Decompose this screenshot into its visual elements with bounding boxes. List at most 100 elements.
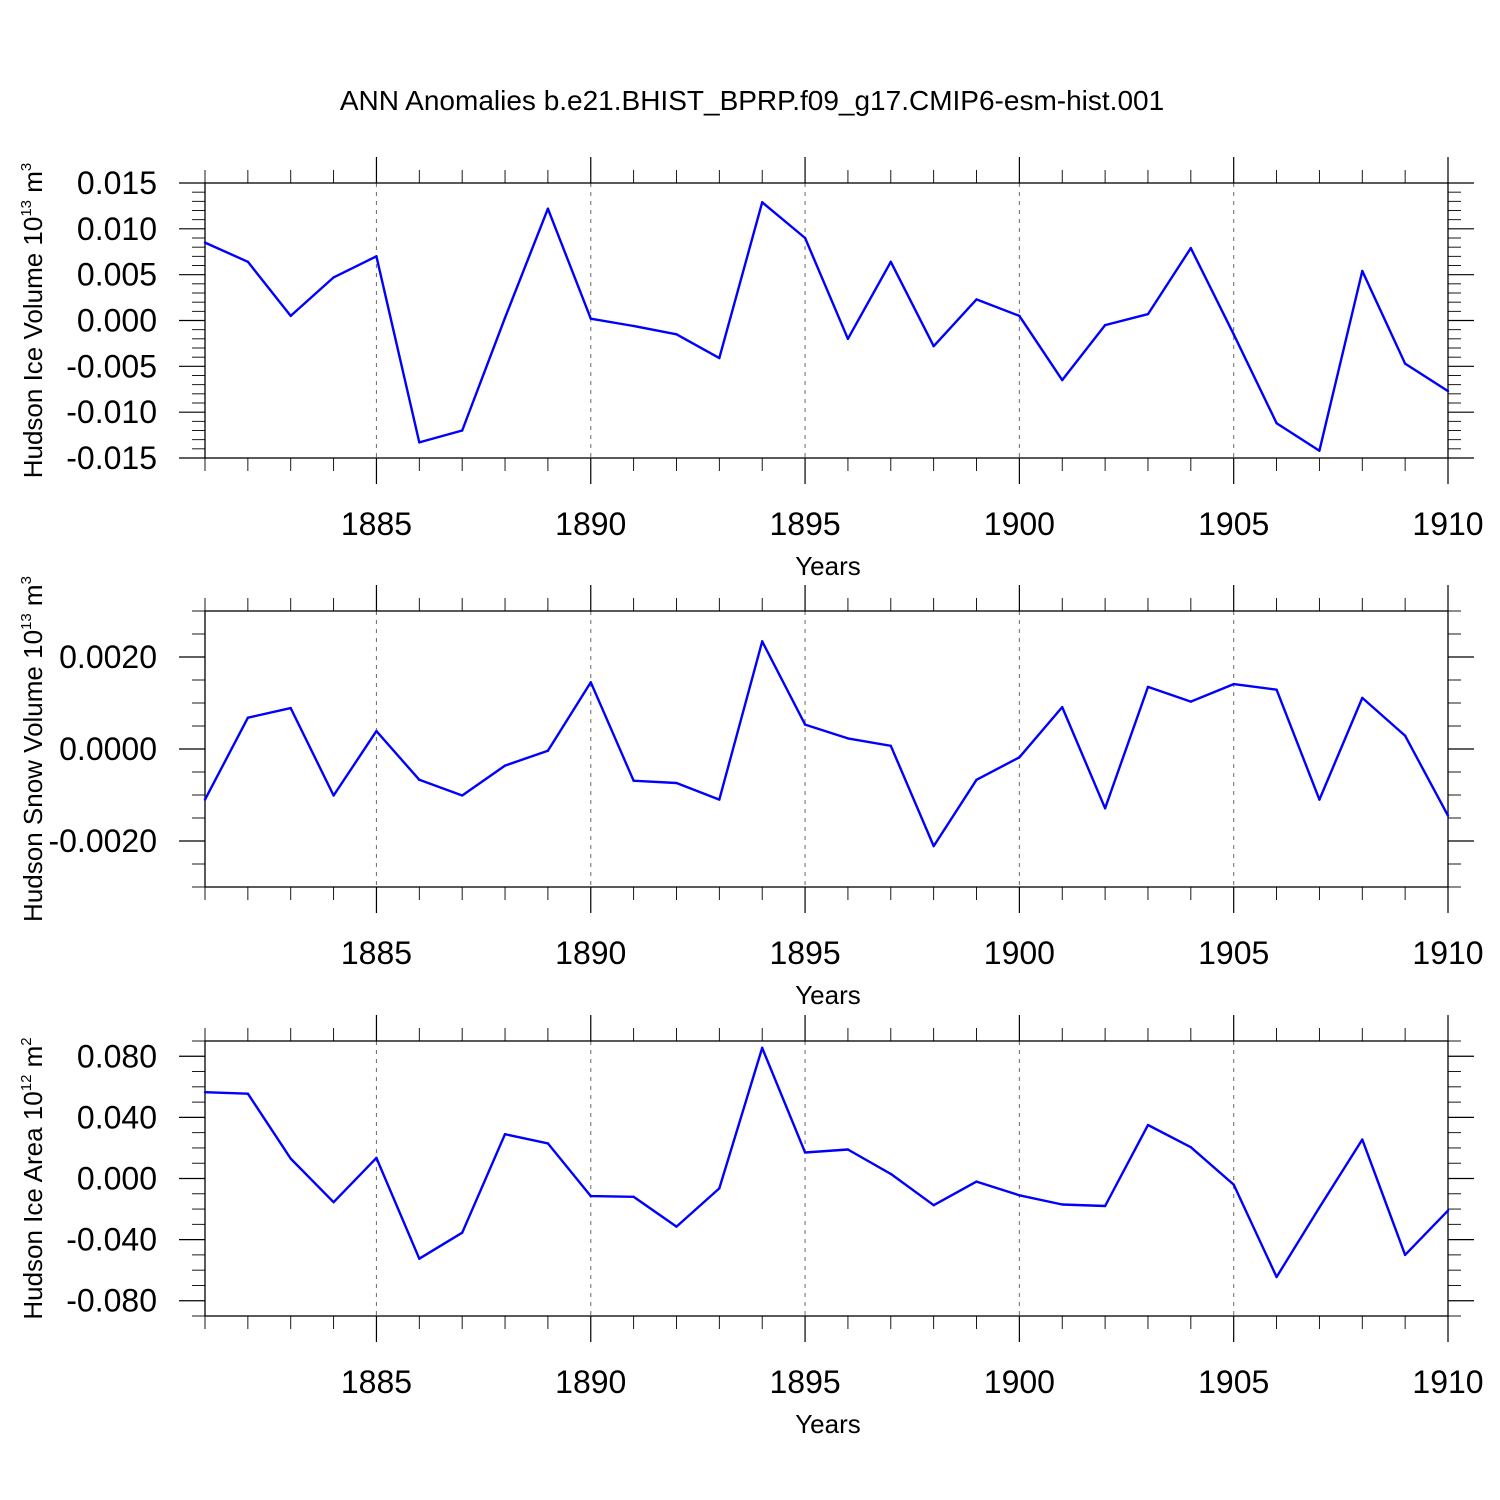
x-tick-label: 1900 — [984, 1364, 1055, 1400]
x-tick-label: 1885 — [341, 1364, 412, 1400]
data-point — [246, 260, 250, 264]
data-point — [1403, 362, 1407, 365]
data-point — [975, 298, 978, 301]
data-point — [589, 681, 592, 684]
data-point — [1361, 269, 1364, 273]
y-axis-label-superscript: 13 — [18, 613, 35, 630]
data-point — [589, 1194, 592, 1198]
data-point — [761, 640, 764, 643]
data-point — [332, 794, 335, 797]
data-point — [761, 1046, 764, 1050]
data-point — [1446, 814, 1450, 817]
data-point — [932, 844, 935, 848]
data-point — [1446, 1209, 1450, 1212]
data-point — [1018, 314, 1021, 318]
data-point — [1275, 421, 1278, 425]
y-tick-label: 0.000 — [77, 303, 157, 339]
y-axis-label-superscript: 12 — [18, 1075, 35, 1092]
x-tick-label: 1910 — [1412, 935, 1483, 971]
plot-frame — [204, 1040, 1449, 1317]
y-tick-label: 0.015 — [77, 165, 157, 201]
data-point — [375, 729, 378, 733]
y-axis-label-text: m — [18, 171, 48, 200]
data-point — [1018, 1194, 1021, 1197]
y-tick-label: 0.010 — [77, 211, 157, 247]
y-tick-label: 0.005 — [77, 257, 157, 293]
data-point — [203, 798, 207, 801]
x-axis-label: Years — [795, 551, 861, 581]
data-point — [418, 441, 421, 444]
y-tick-label: -0.010 — [66, 394, 157, 430]
data-point — [1103, 807, 1107, 810]
data-point — [1232, 333, 1235, 336]
x-tick-label: 1910 — [1412, 1364, 1483, 1400]
data-point — [1361, 696, 1364, 700]
y-axis-label-text: Hudson Snow Volume 10 — [18, 630, 48, 922]
data-point — [203, 241, 207, 244]
y-tick-label: 0.0020 — [59, 639, 157, 675]
chart-title: ANN Anomalies b.e21.BHIST_BPRP.f09_g17.C… — [340, 85, 1164, 116]
data-point — [375, 255, 378, 258]
data-point — [718, 1187, 721, 1190]
y-axis-label-text: m — [18, 1046, 48, 1075]
data-point — [1146, 312, 1150, 316]
data-point — [1103, 1204, 1107, 1208]
data-point — [546, 1142, 550, 1145]
data-point — [632, 779, 635, 782]
data-point — [889, 744, 892, 747]
x-tick-label: 1890 — [555, 506, 626, 542]
data-point — [460, 794, 464, 797]
data-point — [1361, 1138, 1364, 1141]
y-axis-label-superscript: 2 — [18, 1037, 35, 1045]
data-point — [375, 1156, 378, 1160]
data-point — [1189, 246, 1193, 250]
data-point — [675, 781, 678, 785]
data-point — [332, 276, 335, 279]
data-point — [975, 1180, 978, 1183]
data-point — [803, 1151, 807, 1154]
data-point — [1403, 1253, 1407, 1257]
data-point — [460, 1231, 464, 1234]
data-point — [203, 1090, 207, 1094]
x-tick-label: 1910 — [1412, 506, 1483, 542]
data-point — [1446, 389, 1450, 393]
x-tick-label: 1905 — [1198, 935, 1269, 971]
y-tick-label: 0.0000 — [59, 731, 157, 767]
chart-panel-2: 0.0020 0.0000 -0.0020 1885 1890 1895 1900 1905 1… — [18, 576, 1484, 1010]
data-point — [1232, 1183, 1235, 1186]
data-point — [418, 1257, 421, 1260]
data-point — [889, 260, 892, 264]
data-point — [1061, 1203, 1064, 1206]
data-point — [1275, 1275, 1278, 1279]
data-point — [846, 337, 850, 341]
data-point — [1146, 1123, 1150, 1127]
x-tick-label: 1895 — [769, 506, 840, 542]
chart-panel-1: 0.015 0.010 0.005 0.000 -0.005 -0.010 -0.015 18… — [18, 157, 1484, 581]
y-axis-label-superscript: 3 — [18, 576, 35, 584]
data-point — [1232, 682, 1235, 686]
y-axis-label-superscript: 3 — [18, 163, 35, 171]
data-point — [503, 316, 507, 319]
y-tick-label: 0.000 — [77, 1161, 157, 1197]
x-tick-label: 1890 — [555, 1364, 626, 1400]
x-axis-label: Years — [795, 980, 861, 1010]
y-tick-label: 0.080 — [77, 1038, 157, 1074]
data-point — [246, 716, 250, 719]
data-point — [1103, 323, 1107, 327]
y-axis-label: Hudson Ice Area 1012 m2 — [18, 1037, 48, 1319]
data-point — [1018, 756, 1021, 759]
y-tick-label: -0.0020 — [48, 823, 157, 859]
data-point — [718, 798, 721, 801]
x-tick-label: 1885 — [341, 506, 412, 542]
data-point — [289, 706, 292, 710]
y-tick-label: -0.005 — [66, 348, 157, 384]
data-point — [932, 1204, 935, 1207]
chart-panel-3: 0.080 0.040 0.000 -0.040 -0.080 1885 1890 1895 1… — [18, 1015, 1484, 1439]
data-point — [675, 333, 678, 336]
chart-panels: 0.015 0.010 0.005 0.000 -0.005 -0.010 -0.015 18… — [18, 157, 1484, 1439]
series-line-1 — [203, 640, 1450, 848]
data-point — [932, 344, 935, 348]
data-point — [889, 1172, 892, 1176]
data-point — [846, 737, 850, 740]
